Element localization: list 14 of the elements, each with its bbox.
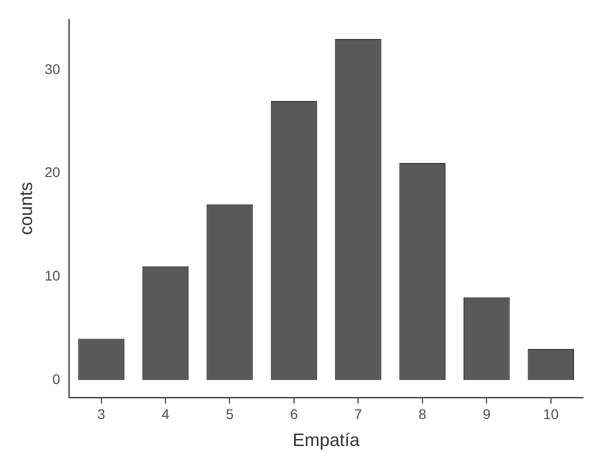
- y-tick-label: 0: [52, 370, 60, 387]
- y-tick-label: 10: [44, 268, 60, 284]
- y-tick-label: 30: [44, 60, 60, 77]
- y-axis-title: counts: [16, 182, 36, 236]
- x-tick-label: 8: [418, 406, 427, 422]
- x-tick-label: 9: [482, 406, 491, 422]
- x-tick-label: 4: [162, 406, 170, 422]
- x-tick-label: 5: [226, 406, 234, 422]
- x-tick-label: 3: [97, 406, 106, 422]
- x-tick-label: 6: [290, 406, 298, 422]
- x-axis-title: Empatía: [292, 430, 361, 450]
- y-tick-label: 20: [44, 164, 60, 180]
- x-tick-label: 10: [543, 406, 559, 422]
- x-tick-label: 7: [354, 406, 362, 422]
